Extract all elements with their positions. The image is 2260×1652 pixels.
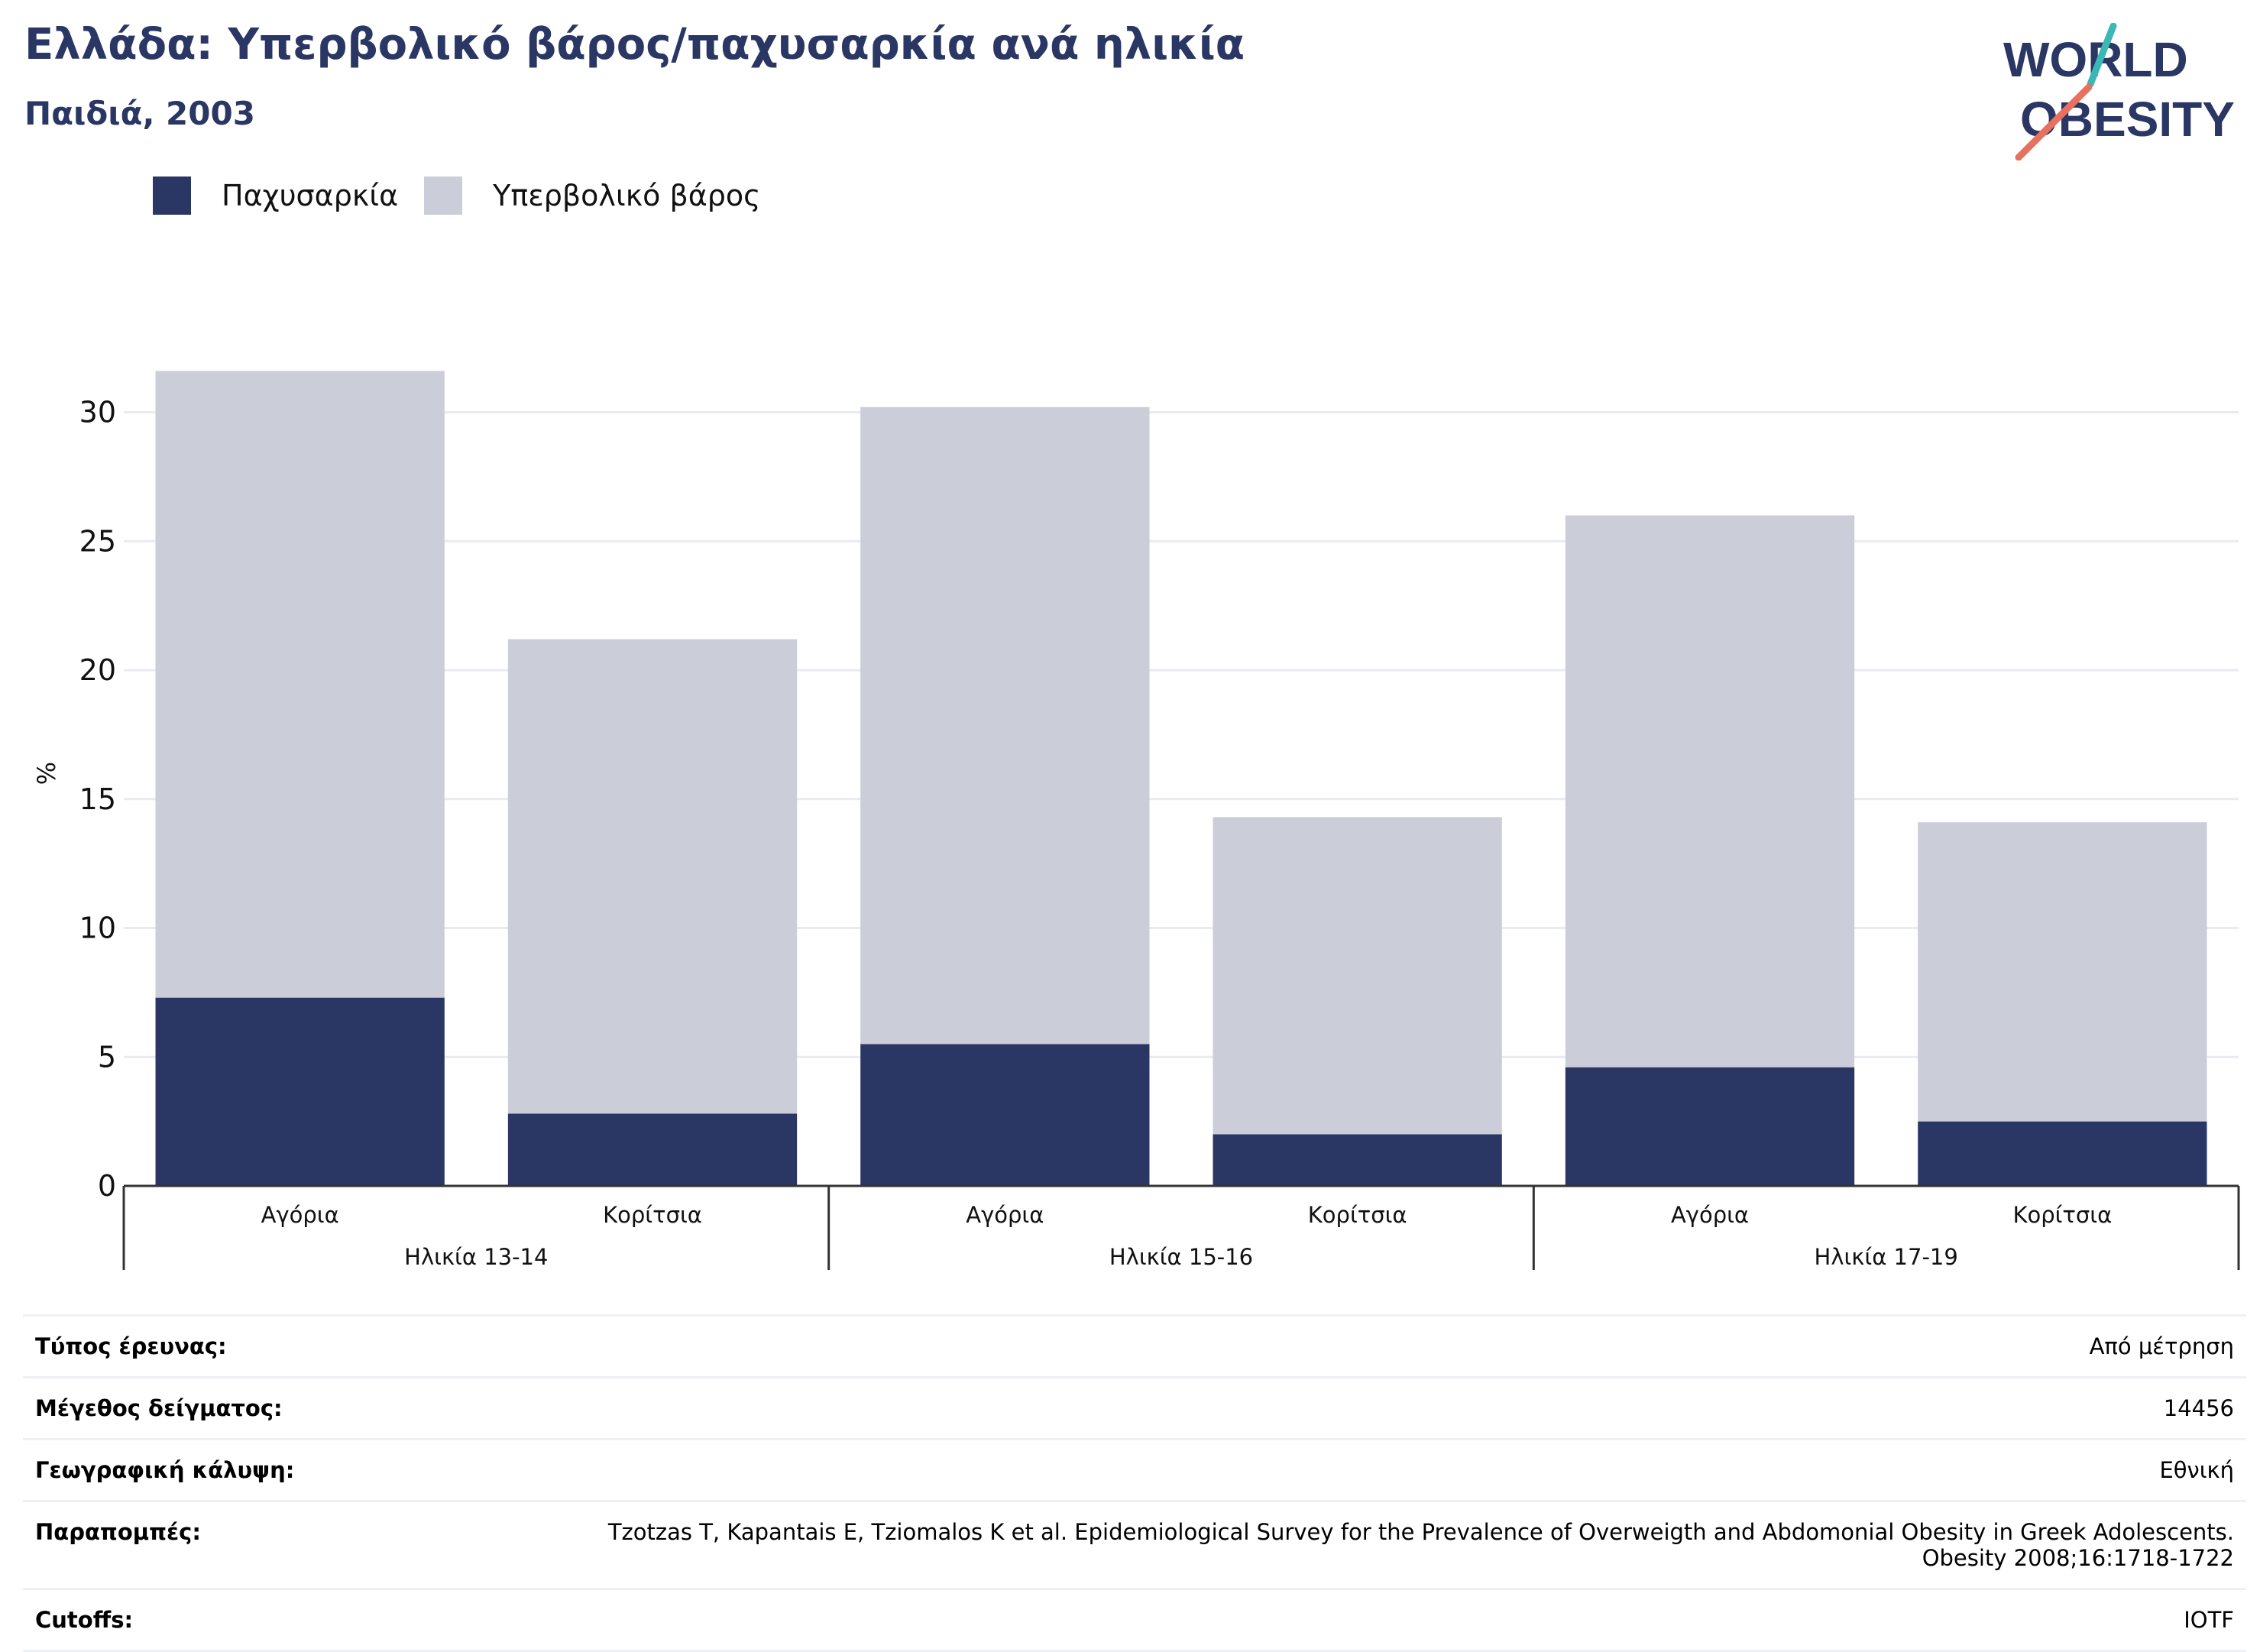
info-label: Τύπος έρευνας: [35,1333,227,1359]
logo-slash-coral [2015,83,2093,160]
info-label: Cutoffs: [35,1607,134,1633]
x-tick-label: Κορίτσια [603,1202,702,1228]
bar-overweight [507,639,798,1114]
legend-item-obesity: Παχυσαρκία [153,177,398,215]
legend: Παχυσαρκία Υπερβολικό βάρος [153,173,786,219]
info-value: 14456 [2163,1395,2234,1421]
info-value: Tzotzas T, Kapantais E, Tziomalos K et a… [607,1519,2234,1571]
info-label: Μέγεθος δείγματος: [35,1395,283,1421]
x-tick-label: Κορίτσια [2012,1202,2112,1228]
chart-title: Ελλάδα: Υπερβολικό βάρος/παχυσαρκία ανά … [24,20,1245,70]
legend-swatch-overweight [424,177,463,215]
group-label: Ηλικία 15-16 [1109,1244,1253,1270]
info-value: IOTF [2184,1607,2234,1633]
survey-info-table: Τύπος έρευνας: Από μέτρηση Μέγεθος δείγμ… [23,1314,2246,1652]
y-tick-label: 30 [79,396,116,429]
bar-obesity [507,1113,798,1186]
bar-obesity [860,1044,1150,1186]
stacked-bar-chart: 0 5 10 15 20 25 30% Αγόρια Κορίτσια Αγόρια Κορίτσι… [32,371,2240,1270]
legend-item-overweight: Υπερβολικό βάρος [424,177,760,215]
x-tick-label: Αγόρια [261,1202,339,1228]
y-tick-label: 5 [98,1040,116,1074]
info-value: Εθνική [2159,1457,2234,1483]
y-axis-label: % [32,762,61,785]
bar-overweight [1213,817,1502,1135]
y-tick-label: 15 [79,782,116,816]
info-value: Από μέτρηση [2089,1333,2234,1359]
x-tick-label: Αγόρια [1671,1202,1749,1228]
info-label: Γεωγραφική κάλυψη: [35,1457,295,1483]
bar-overweight [1565,515,1855,1067]
info-row-cutoffs: Cutoffs: IOTF [23,1590,2246,1652]
info-row-references: Παραπομπές: Tzotzas T, Kapantais E, Tzio… [23,1502,2246,1590]
x-tick-label: Κορίτσια [1308,1202,1407,1228]
bar-obesity [1213,1134,1502,1186]
info-row-sample-size: Μέγεθος δείγματος: 14456 [23,1378,2246,1440]
bar-obesity [1918,1121,2207,1186]
bar-obesity [1565,1067,1855,1186]
info-label: Παραπομπές: [35,1519,201,1545]
legend-label-overweight: Υπερβολικό βάρος [493,179,761,212]
group-label: Ηλικία 13-14 [404,1244,548,1270]
info-row-coverage: Γεωγραφική κάλυψη: Εθνική [23,1440,2246,1502]
bar-overweight [860,407,1150,1045]
y-tick-label: 20 [79,653,116,687]
legend-swatch-obesity [153,177,191,215]
y-tick-label: 10 [79,912,116,945]
x-tick-label: Αγόρια [966,1202,1044,1228]
bar-obesity [155,997,445,1186]
logo-slash-teal [2087,23,2117,88]
info-row-survey-type: Τύπος έρευνας: Από μέτρηση [23,1317,2246,1378]
chart-subtitle: Παιδιά, 2003 [24,95,255,132]
world-obesity-logo: WORLD OBESITY [2003,23,2235,160]
bar-overweight [155,371,445,998]
legend-label-obesity: Παχυσαρκία [222,179,399,212]
y-tick-label: 0 [98,1169,116,1203]
group-label: Ηλικία 17-19 [1815,1244,1958,1270]
bar-overweight [1918,822,2207,1122]
y-tick-label: 25 [79,524,116,558]
